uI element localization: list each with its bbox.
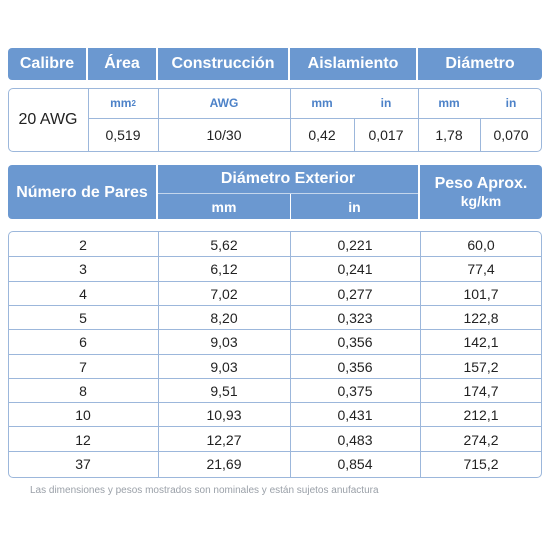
table-cell-peso: 77,4 xyxy=(467,261,495,278)
row-divider xyxy=(8,353,542,355)
row-divider xyxy=(8,402,542,404)
unit-construccion: AWG xyxy=(209,96,239,110)
table-cell-peso: 174,7 xyxy=(463,382,499,399)
top-table-body xyxy=(8,88,542,152)
divider xyxy=(480,118,481,152)
table-cell-pares: 6 xyxy=(79,334,87,351)
table-cell-in: 0,277 xyxy=(337,285,373,302)
value-diametro-mm: 1,78 xyxy=(435,127,463,143)
header-in: in xyxy=(348,198,361,215)
divider xyxy=(88,88,89,152)
header-diametro-exterior-block xyxy=(158,165,418,219)
divider xyxy=(418,88,419,152)
header-area: Área xyxy=(88,48,156,80)
header-divider xyxy=(290,194,291,219)
table-cell-peso: 101,7 xyxy=(463,285,499,302)
header-divider xyxy=(158,193,418,194)
header-aislamiento: Aislamiento xyxy=(290,48,416,80)
calibre-value: 20 AWG xyxy=(18,111,78,128)
table-cell-pares: 7 xyxy=(79,358,87,375)
table-cell-pares: 5 xyxy=(79,310,87,327)
header-peso-line2: kg/km xyxy=(460,193,502,209)
divider xyxy=(290,88,291,152)
unit-area-sup: 2 xyxy=(131,98,136,108)
divider xyxy=(88,118,542,119)
row-divider xyxy=(8,329,542,331)
row-divider xyxy=(8,450,542,452)
table-cell-peso: 715,2 xyxy=(463,455,499,472)
divider xyxy=(354,118,355,152)
divider xyxy=(290,231,291,478)
table-cell-peso: 274,2 xyxy=(463,431,499,448)
header-peso-aprox: Peso Aprox. kg/km xyxy=(420,165,542,219)
table-cell-mm: 9,03 xyxy=(210,358,238,375)
value-aislamiento-mm: 0,42 xyxy=(308,127,336,143)
table-cell-in: 0,356 xyxy=(337,334,373,351)
table-cell-pares: 8 xyxy=(79,382,87,399)
table-cell-mm: 5,62 xyxy=(210,237,238,254)
table-cell-mm: 7,02 xyxy=(210,285,238,302)
table-cell-peso: 122,8 xyxy=(463,310,499,327)
table-cell-in: 0,483 xyxy=(337,431,373,448)
header-diametro-exterior: Diámetro Exterior xyxy=(220,170,356,187)
row-divider xyxy=(8,377,542,379)
value-aislamiento-in: 0,017 xyxy=(368,127,404,143)
table-cell-mm: 9,51 xyxy=(210,382,238,399)
table-cell-peso: 142,1 xyxy=(463,334,499,351)
divider xyxy=(158,88,159,152)
value-construccion: 10/30 xyxy=(206,127,242,143)
table-cell-in: 0,375 xyxy=(337,382,373,399)
header-mm: mm xyxy=(211,198,237,215)
unit-area-label: mm xyxy=(110,96,132,110)
header-peso-line1: Peso Aprox. xyxy=(434,175,528,192)
table-cell-pares: 4 xyxy=(79,285,87,302)
unit-aislamiento-mm: mm xyxy=(311,96,333,110)
table-cell-in: 0,241 xyxy=(337,261,373,278)
unit-diametro-in: in xyxy=(505,96,517,110)
table-cell-in: 0,854 xyxy=(337,455,373,472)
value-area: 0,519 xyxy=(105,127,141,143)
table-cell-mm: 21,69 xyxy=(206,455,242,472)
table-cell-mm: 10,93 xyxy=(206,407,242,424)
main-table-body xyxy=(8,231,542,478)
table-cell-mm: 6,12 xyxy=(210,261,238,278)
divider xyxy=(420,231,421,478)
unit-aislamiento-in: in xyxy=(380,96,392,110)
unit-diametro-mm: mm xyxy=(438,96,460,110)
unit-area: mm 2 xyxy=(88,88,158,118)
table-cell-peso: 60,0 xyxy=(467,237,495,254)
table-cell-pares: 2 xyxy=(79,237,87,254)
header-construccion: Construcción xyxy=(158,48,288,80)
header-numero-de-pares: Número de Pares xyxy=(8,165,156,219)
row-divider xyxy=(8,256,542,258)
row-divider xyxy=(8,280,542,282)
table-cell-pares: 37 xyxy=(75,455,91,472)
table-cell-in: 0,356 xyxy=(337,358,373,375)
value-diametro-in: 0,070 xyxy=(493,127,529,143)
header-calibre: Calibre xyxy=(8,48,86,80)
header-diametro: Diámetro xyxy=(418,48,542,80)
divider xyxy=(158,231,159,478)
table-cell-mm: 8,20 xyxy=(210,310,238,327)
row-divider xyxy=(8,426,542,428)
table-cell-peso: 212,1 xyxy=(463,407,499,424)
table-cell-peso: 157,2 xyxy=(463,358,499,375)
table-cell-pares: 12 xyxy=(75,431,91,448)
table-cell-pares: 10 xyxy=(75,407,91,424)
table-cell-in: 0,431 xyxy=(337,407,373,424)
table-cell-mm: 12,27 xyxy=(206,431,242,448)
footnote: Las dimensiones y pesos mostrados son no… xyxy=(30,485,379,496)
table-cell-in: 0,323 xyxy=(337,310,373,327)
row-divider xyxy=(8,304,542,306)
table-cell-mm: 9,03 xyxy=(210,334,238,351)
table-cell-pares: 3 xyxy=(79,261,87,278)
table-cell-in: 0,221 xyxy=(337,237,373,254)
